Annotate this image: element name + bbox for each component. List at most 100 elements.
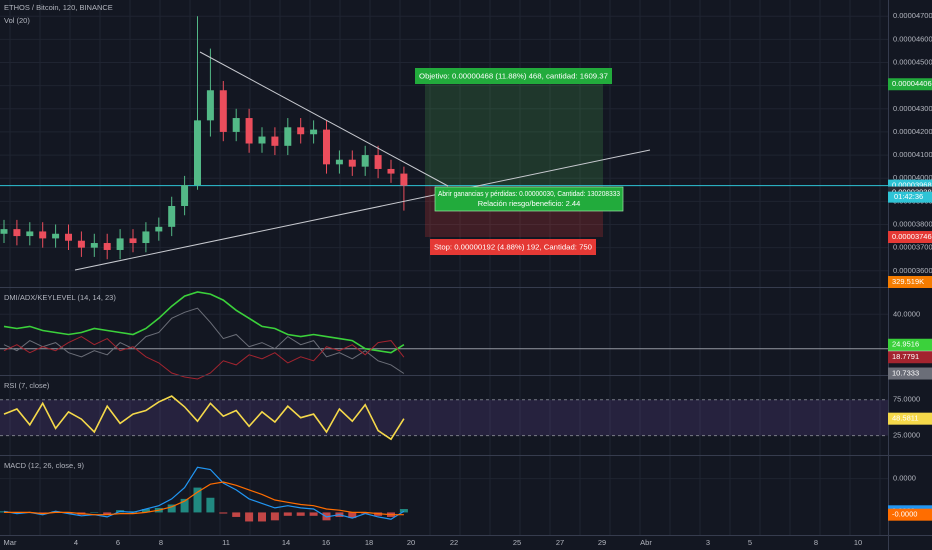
last-value-label-badge bbox=[888, 367, 932, 380]
profit-zone bbox=[425, 84, 603, 186]
histogram-bar bbox=[219, 512, 228, 514]
grid-layer bbox=[0, 0, 888, 535]
x-tick-label: 16 bbox=[322, 538, 330, 547]
price-label: 0.00003746 bbox=[892, 232, 932, 241]
y-tick-label: 0.00004500 bbox=[893, 57, 932, 66]
last-value-label-badge bbox=[888, 508, 932, 521]
candle-body bbox=[206, 90, 214, 121]
pnl-box bbox=[434, 186, 624, 212]
histogram-bar bbox=[232, 512, 241, 517]
x-tick-label: 27 bbox=[556, 538, 564, 547]
candle-body bbox=[155, 226, 163, 232]
volume-title: Vol (20) bbox=[4, 16, 30, 25]
indicator-line bbox=[3, 291, 405, 354]
histogram-bar bbox=[399, 509, 408, 513]
candle-body bbox=[284, 127, 292, 146]
candle-body bbox=[13, 229, 21, 237]
candle-body bbox=[361, 155, 369, 167]
countdown-badge bbox=[888, 191, 932, 203]
volume-badge bbox=[888, 276, 932, 288]
x-tick-label: 6 bbox=[116, 538, 120, 547]
candle-body bbox=[0, 229, 8, 234]
candle-body bbox=[65, 233, 72, 241]
target-box bbox=[415, 68, 612, 84]
target-label: Objetivo: 0.00000468 (11.88%) 468, canti… bbox=[419, 71, 608, 80]
candle-body bbox=[258, 136, 266, 144]
histogram-bar bbox=[103, 512, 112, 515]
candle-body bbox=[219, 90, 227, 132]
last-value-label-badge bbox=[888, 338, 932, 351]
y-tick-label: 0.00003600 bbox=[893, 266, 932, 275]
price-label: 0.00004406 bbox=[892, 79, 932, 88]
candle-body bbox=[39, 231, 47, 239]
x-tick-label: 18 bbox=[365, 538, 373, 547]
axis-layer: 0.000047000.000046000.000045000.00004400… bbox=[4, 11, 932, 547]
candle-body bbox=[335, 159, 343, 165]
candle-body bbox=[310, 129, 318, 135]
x-tick-label: 25 bbox=[513, 538, 521, 547]
y-tick-label: 0.00003700 bbox=[893, 243, 932, 252]
candle-body bbox=[374, 155, 382, 169]
candle-body bbox=[400, 173, 408, 186]
countdown: 01:42:36 bbox=[894, 192, 923, 201]
y-tick-label: 0.00004000 bbox=[893, 173, 932, 182]
last-value-label: 48.5811 bbox=[892, 414, 919, 423]
histogram-bar bbox=[180, 498, 189, 513]
x-tick-label: Abr bbox=[640, 538, 652, 547]
histogram-bar bbox=[283, 512, 292, 516]
trend-line bbox=[199, 51, 449, 187]
annotations: Objetivo: 0.00000468 (11.88%) 468, canti… bbox=[415, 68, 624, 255]
indicator-line bbox=[3, 466, 405, 520]
candle-body bbox=[116, 238, 124, 250]
histogram-bar bbox=[167, 504, 176, 513]
stop-label: Stop: 0.00000192 (4.88%) 192, Cantidad: … bbox=[434, 242, 592, 251]
x-tick-label: 11 bbox=[222, 538, 230, 547]
x-tick-label: 4 bbox=[74, 538, 78, 547]
histogram-bar bbox=[193, 487, 202, 513]
candle-body bbox=[387, 168, 395, 174]
rsi-band bbox=[0, 399, 888, 436]
indicator-line bbox=[3, 395, 405, 441]
y-tick-label: 0.00004600 bbox=[893, 34, 932, 43]
indicator-line bbox=[3, 307, 405, 374]
histogram-bar bbox=[245, 512, 254, 522]
volume-label: 329.519K bbox=[892, 277, 924, 286]
pane-title: DMI/ADX/KEYLEVEL (14, 14, 23) bbox=[4, 293, 116, 302]
candle-body bbox=[168, 205, 176, 227]
last-value-label: 10.7333 bbox=[892, 369, 919, 378]
histogram-bar bbox=[90, 512, 99, 513]
y-tick-label: 75.0000 bbox=[893, 395, 920, 404]
pane-title: MACD (12, 26, close, 9) bbox=[4, 461, 85, 470]
candle-body bbox=[52, 233, 60, 239]
candle-body bbox=[142, 231, 150, 244]
histogram-bar bbox=[258, 512, 266, 522]
price-label: 0.00003968 bbox=[892, 181, 932, 190]
x-tick-label: 5 bbox=[748, 538, 752, 547]
chart-title: ETHOS / Bitcoin, 120, BINANCE bbox=[4, 3, 113, 12]
trend-line bbox=[74, 149, 651, 271]
histogram-bar bbox=[206, 497, 215, 513]
x-tick-label: 20 bbox=[407, 538, 415, 547]
y-tick-label: 25.0000 bbox=[893, 431, 920, 440]
y-tick-label: 40.0000 bbox=[893, 309, 920, 318]
histogram-bar bbox=[38, 512, 47, 514]
candle-body bbox=[271, 136, 279, 146]
y-tick-label: 0.0000 bbox=[893, 474, 916, 483]
x-tick-label: 14 bbox=[282, 538, 290, 547]
candle-body bbox=[297, 127, 305, 135]
histogram-bar bbox=[270, 512, 279, 521]
y-tick-label: 0.00004700 bbox=[893, 11, 932, 20]
pnl-label: Abrir ganancias y pérdidas: 0.00000030, … bbox=[438, 189, 620, 198]
y-tick-label: 0.00004200 bbox=[893, 127, 932, 136]
last-value-label-badge bbox=[888, 351, 932, 364]
x-tick-label: 8 bbox=[159, 538, 163, 547]
candle-body bbox=[194, 120, 201, 186]
last-value-label: 24.9516 bbox=[892, 340, 919, 349]
y-tick-label: 0.00004300 bbox=[893, 104, 932, 113]
histogram-bar bbox=[309, 512, 318, 516]
x-tick-label: 22 bbox=[450, 538, 458, 547]
last-value-label: 18.7791 bbox=[892, 352, 919, 361]
x-tick-label: 10 bbox=[854, 538, 862, 547]
price-label-badge bbox=[888, 231, 932, 244]
